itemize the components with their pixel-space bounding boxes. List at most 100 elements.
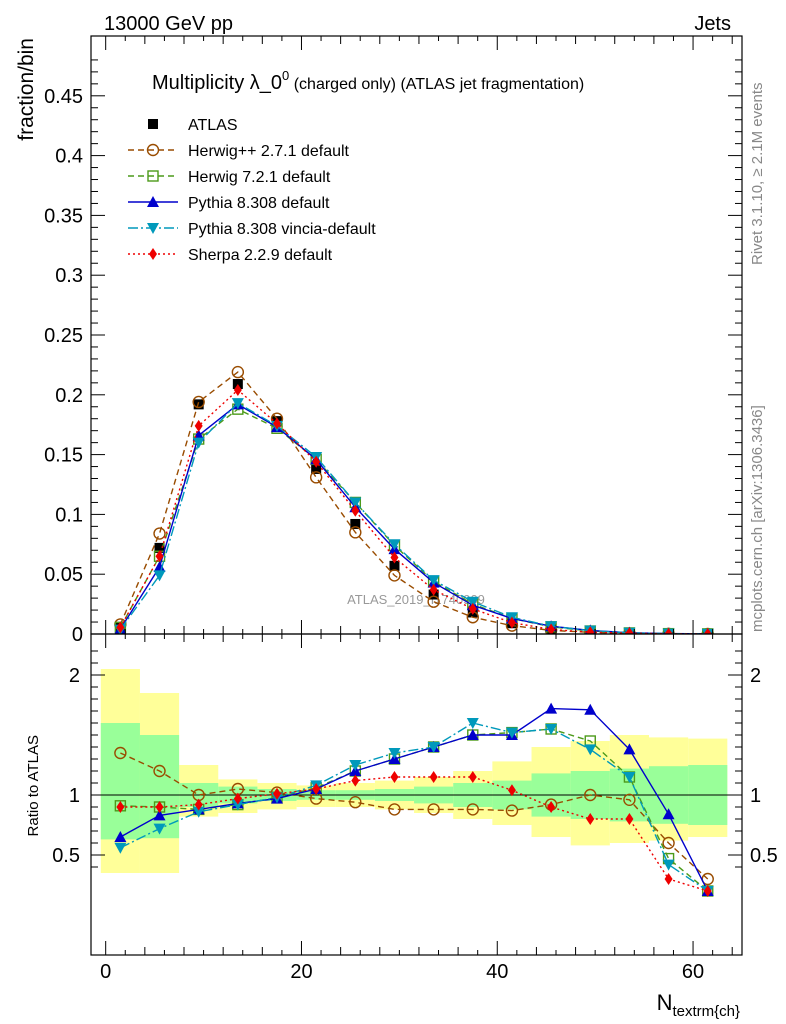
data-point	[194, 419, 203, 432]
series-line-3	[119, 403, 708, 634]
ratio-point	[114, 842, 127, 854]
ratio-point	[273, 787, 281, 800]
ratio-point	[662, 859, 675, 871]
data-point	[153, 527, 166, 540]
data-point	[312, 455, 321, 468]
y-tick-label: 0	[72, 624, 83, 646]
series-line-5	[119, 389, 708, 634]
data-point	[350, 518, 361, 529]
data-point	[192, 395, 205, 409]
data-point	[153, 561, 166, 573]
data-point	[468, 602, 477, 615]
y-axis-label: fraction/bin	[15, 38, 38, 141]
y-tick-label: 0.15	[44, 445, 83, 467]
y-tick-label: 0.1	[55, 504, 83, 526]
ratio-point	[547, 801, 556, 813]
ratio-tick-label-left: 0.5	[52, 845, 80, 867]
data-point	[273, 417, 281, 430]
data-point	[233, 384, 242, 397]
x-label-sub: textrm{ch}	[672, 1003, 740, 1020]
ratio-tick-label-right: 2	[750, 665, 761, 687]
legend-marker	[148, 119, 158, 129]
ratio-point	[153, 809, 166, 821]
ratio-point	[231, 799, 244, 811]
ratio-point	[192, 806, 205, 818]
data-point	[192, 437, 205, 449]
legend-marker	[147, 170, 159, 182]
x-tick-label: 20	[290, 961, 312, 983]
x-label-main: N	[657, 990, 673, 1015]
data-point	[427, 575, 440, 587]
ratio-point	[388, 803, 401, 816]
ratio-point	[429, 771, 438, 783]
x-tick-label: 40	[486, 961, 508, 983]
y-tick-label: 0.35	[44, 205, 83, 227]
data-point	[388, 539, 401, 551]
ratio-tick-label-right: 1	[750, 785, 761, 807]
data-point	[351, 504, 360, 517]
watermark: ATLAS_2019_I1740909	[347, 592, 485, 607]
rivet-label: Rivet 3.1.10, ≥ 2.1M events	[749, 83, 766, 266]
data-point	[155, 550, 164, 563]
data-point	[389, 560, 400, 571]
y-tick-label: 0.05	[44, 564, 83, 586]
header-right: Jets	[694, 13, 731, 35]
ratio-point	[468, 771, 477, 783]
data-point	[507, 616, 516, 629]
legend-marker	[149, 248, 157, 260]
ratio-point	[623, 793, 636, 806]
ratio-point	[351, 774, 360, 787]
ratio-point	[155, 801, 164, 813]
data-point	[466, 596, 479, 608]
ratio-point	[114, 746, 127, 760]
legend-label: ATLAS	[188, 117, 238, 134]
ratio-point	[312, 783, 321, 795]
ratio-point	[153, 764, 166, 778]
data-point	[349, 526, 362, 539]
ratio-line-1	[120, 752, 709, 880]
data-point	[154, 542, 165, 553]
ratio-point	[625, 813, 634, 825]
ratio-point	[390, 771, 399, 783]
data-point	[309, 471, 323, 484]
title-main: Multiplicity λ_0	[152, 72, 282, 94]
data-point	[116, 621, 125, 634]
ratio-point	[662, 836, 675, 850]
ratio-point	[703, 885, 712, 897]
y-tick-label: 0.25	[44, 325, 83, 347]
legend-marker	[147, 196, 159, 207]
ratio-point	[233, 792, 242, 805]
data-point	[429, 583, 438, 596]
data-point	[586, 626, 595, 634]
chart-title: Multiplicity λ_00 (charged only) (ATLAS …	[152, 68, 584, 94]
header-left: 13000 GeV pp	[104, 13, 233, 35]
legend-marker	[147, 223, 159, 234]
ratio-point	[507, 784, 516, 797]
series-line-1	[119, 371, 708, 634]
ratio-tick-label-left: 1	[69, 785, 80, 807]
y-tick-label: 0.2	[55, 385, 83, 407]
ratio-point	[623, 743, 636, 755]
data-point	[231, 365, 245, 379]
ratio-point	[584, 744, 597, 756]
data-point	[427, 595, 440, 608]
y-tick-label: 0.4	[55, 146, 83, 168]
ratio-point	[664, 873, 673, 885]
data-point	[703, 627, 712, 634]
ratio-tick-label-left: 2	[69, 665, 80, 687]
ratio-point	[466, 803, 479, 816]
ratio-point	[349, 760, 362, 771]
title-rest: (charged only) (ATLAS jet fragmentation)	[289, 76, 584, 93]
data-point	[231, 398, 244, 410]
ratio-point	[586, 813, 595, 825]
data-point	[311, 463, 322, 474]
data-point	[390, 551, 399, 564]
mcplots-label: mcplots.cern.ch [arXiv:1306.3436]	[749, 405, 766, 632]
uncertainty-band-inner	[100, 723, 140, 840]
data-point	[388, 569, 401, 582]
legend-label: Sherpa 2.2.9 default	[188, 247, 333, 264]
ratio-point	[662, 808, 675, 820]
ratio-point	[427, 803, 440, 816]
legend-marker	[146, 143, 160, 157]
ratio-point	[584, 788, 597, 802]
